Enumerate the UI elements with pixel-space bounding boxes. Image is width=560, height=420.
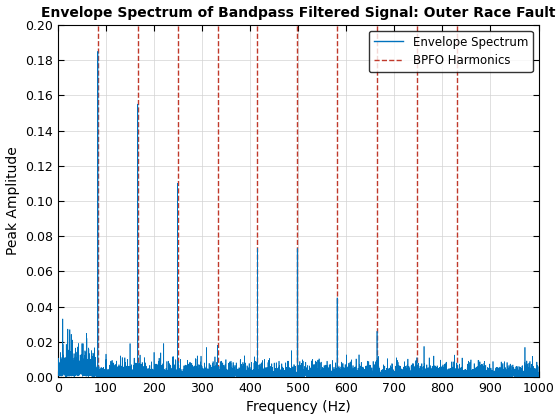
Title: Envelope Spectrum of Bandpass Filtered Signal: Outer Race Fault: Envelope Spectrum of Bandpass Filtered S… (41, 5, 556, 20)
X-axis label: Frequency (Hz): Frequency (Hz) (246, 400, 351, 415)
Legend: Envelope Spectrum, BPFO Harmonics: Envelope Spectrum, BPFO Harmonics (369, 31, 533, 72)
Y-axis label: Peak Amplitude: Peak Amplitude (6, 147, 20, 255)
